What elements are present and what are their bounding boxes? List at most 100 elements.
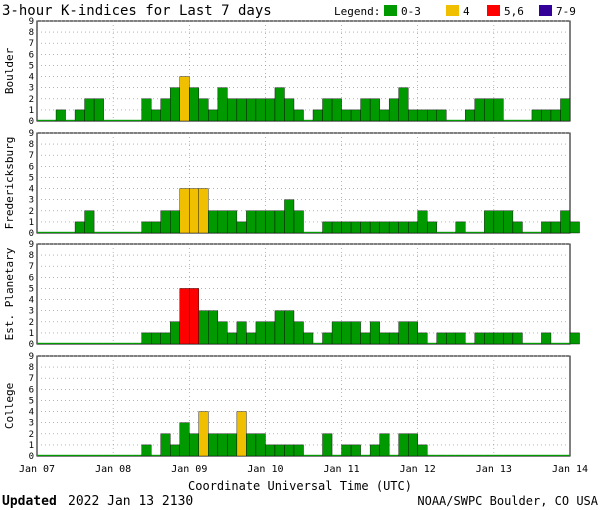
k-bar (265, 210, 276, 234)
k-bar (151, 454, 161, 456)
legend-entry-0: 0-3 (401, 5, 421, 18)
k-bar (227, 332, 238, 345)
k-bar (474, 231, 485, 233)
k-bar (379, 109, 390, 122)
k-bar (379, 221, 390, 234)
updated-label: Updated (2, 494, 57, 509)
k-bar (350, 221, 361, 234)
k-bar (189, 288, 200, 345)
y-tick-label: 4 (29, 408, 34, 418)
k-bar (46, 231, 57, 233)
k-bar (503, 332, 514, 345)
k-bar (189, 87, 200, 122)
k-bar (141, 221, 152, 234)
k-bar (113, 231, 123, 233)
k-bar (560, 210, 571, 234)
k-bar (94, 342, 104, 344)
x-tick-label: Jan 07 (19, 464, 55, 475)
k-bar (541, 109, 552, 122)
k-bar (484, 98, 495, 122)
k-bar (550, 109, 561, 122)
k-bar (37, 454, 47, 456)
k-bar (141, 98, 152, 122)
k-bar (255, 433, 266, 457)
k-bar (541, 221, 552, 234)
k-bar (303, 454, 314, 456)
k-bar (541, 332, 552, 345)
k-bar (389, 454, 399, 456)
k-bar (455, 221, 466, 234)
k-bar (217, 321, 228, 345)
k-bar (417, 210, 428, 234)
k-bar (331, 321, 342, 345)
k-bar (284, 98, 295, 122)
k-bar (427, 342, 437, 344)
k-bar (227, 210, 238, 234)
k-bar (427, 221, 437, 234)
k-bar (198, 98, 209, 122)
k-bar (55, 109, 66, 122)
legend-label: Legend: (334, 5, 380, 18)
k-bar (465, 342, 475, 344)
legend-swatch-0 (384, 5, 397, 16)
k-bar (569, 332, 580, 345)
k-bar (113, 454, 123, 456)
k-bar (208, 433, 219, 457)
y-tick-label: 8 (29, 363, 34, 373)
k-bar (388, 98, 399, 122)
k-bar (94, 231, 104, 233)
k-bar (522, 231, 532, 233)
k-bar (407, 221, 418, 234)
k-bar (189, 433, 200, 457)
k-bar (170, 87, 180, 122)
k-bar (341, 321, 352, 345)
k-bar (170, 210, 180, 234)
k-bar (246, 332, 257, 345)
y-tick-label: 6 (29, 162, 34, 172)
k-bar (341, 221, 352, 234)
k-bar (531, 454, 542, 456)
k-bar (455, 332, 466, 345)
k-bar (531, 231, 542, 233)
k-bar (103, 342, 114, 344)
k-bar (265, 321, 276, 345)
y-tick-label: 0 (29, 452, 34, 462)
k-bar (312, 109, 323, 122)
k-bar (484, 332, 495, 345)
k-bar (65, 454, 76, 456)
chart-panels: 0123456789Boulder0123456789Fredericksbur… (3, 17, 580, 462)
k-bar (46, 342, 57, 344)
y-tick-label: 3 (29, 307, 34, 317)
k-bar (84, 454, 95, 456)
y-tick-label: 3 (29, 196, 34, 206)
k-bar (198, 411, 209, 457)
k-bar (446, 231, 456, 233)
y-tick-label: 1 (29, 218, 34, 228)
k-bar (550, 342, 561, 344)
k-bar (303, 332, 314, 345)
k-bar (388, 332, 399, 345)
y-tick-label: 3 (29, 419, 34, 429)
k-bar (179, 76, 190, 122)
k-bar (84, 98, 95, 122)
k-bar (113, 119, 123, 121)
y-tick-label: 2 (29, 430, 34, 440)
k-bar (274, 210, 285, 234)
k-bar (65, 342, 76, 344)
k-bar (531, 109, 542, 122)
k-bar (179, 288, 190, 345)
legend-entry-2: 5,6 (504, 5, 524, 18)
chart-title: 3-hour K-indices for Last 7 days (2, 3, 272, 19)
k-bar (398, 433, 409, 457)
k-bar (379, 332, 390, 345)
k-bar (132, 342, 142, 344)
k-bar (74, 109, 85, 122)
y-tick-label: 8 (29, 251, 34, 261)
k-bar (94, 454, 104, 456)
legend-swatch-3 (539, 5, 552, 16)
k-bar (265, 444, 276, 457)
k-bar (493, 210, 504, 234)
x-tick-label: Jan 11 (324, 464, 360, 475)
